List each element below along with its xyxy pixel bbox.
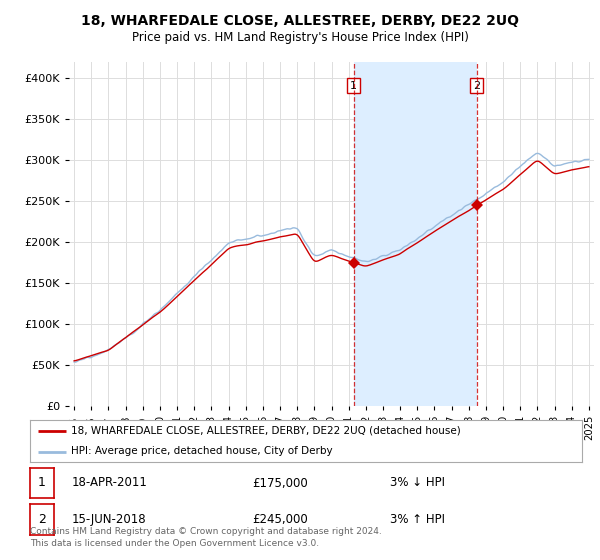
Text: 15-JUN-2018: 15-JUN-2018 — [72, 513, 146, 526]
Text: 18-APR-2011: 18-APR-2011 — [72, 477, 148, 489]
Text: Contains HM Land Registry data © Crown copyright and database right 2024.
This d: Contains HM Land Registry data © Crown c… — [30, 527, 382, 548]
Text: 2: 2 — [473, 81, 480, 91]
Bar — [353, 62, 476, 406]
Text: 3% ↑ HPI: 3% ↑ HPI — [390, 513, 445, 526]
Text: Price paid vs. HM Land Registry's House Price Index (HPI): Price paid vs. HM Land Registry's House … — [131, 31, 469, 44]
Text: HPI: Average price, detached house, City of Derby: HPI: Average price, detached house, City… — [71, 446, 333, 456]
Text: 3% ↓ HPI: 3% ↓ HPI — [390, 477, 445, 489]
Text: 2: 2 — [38, 513, 46, 526]
Text: £175,000: £175,000 — [252, 477, 308, 489]
Text: £245,000: £245,000 — [252, 513, 308, 526]
Text: 1: 1 — [38, 477, 46, 489]
Text: 1: 1 — [350, 81, 357, 91]
Text: 18, WHARFEDALE CLOSE, ALLESTREE, DERBY, DE22 2UQ (detached house): 18, WHARFEDALE CLOSE, ALLESTREE, DERBY, … — [71, 426, 461, 436]
Text: 18, WHARFEDALE CLOSE, ALLESTREE, DERBY, DE22 2UQ: 18, WHARFEDALE CLOSE, ALLESTREE, DERBY, … — [81, 14, 519, 28]
